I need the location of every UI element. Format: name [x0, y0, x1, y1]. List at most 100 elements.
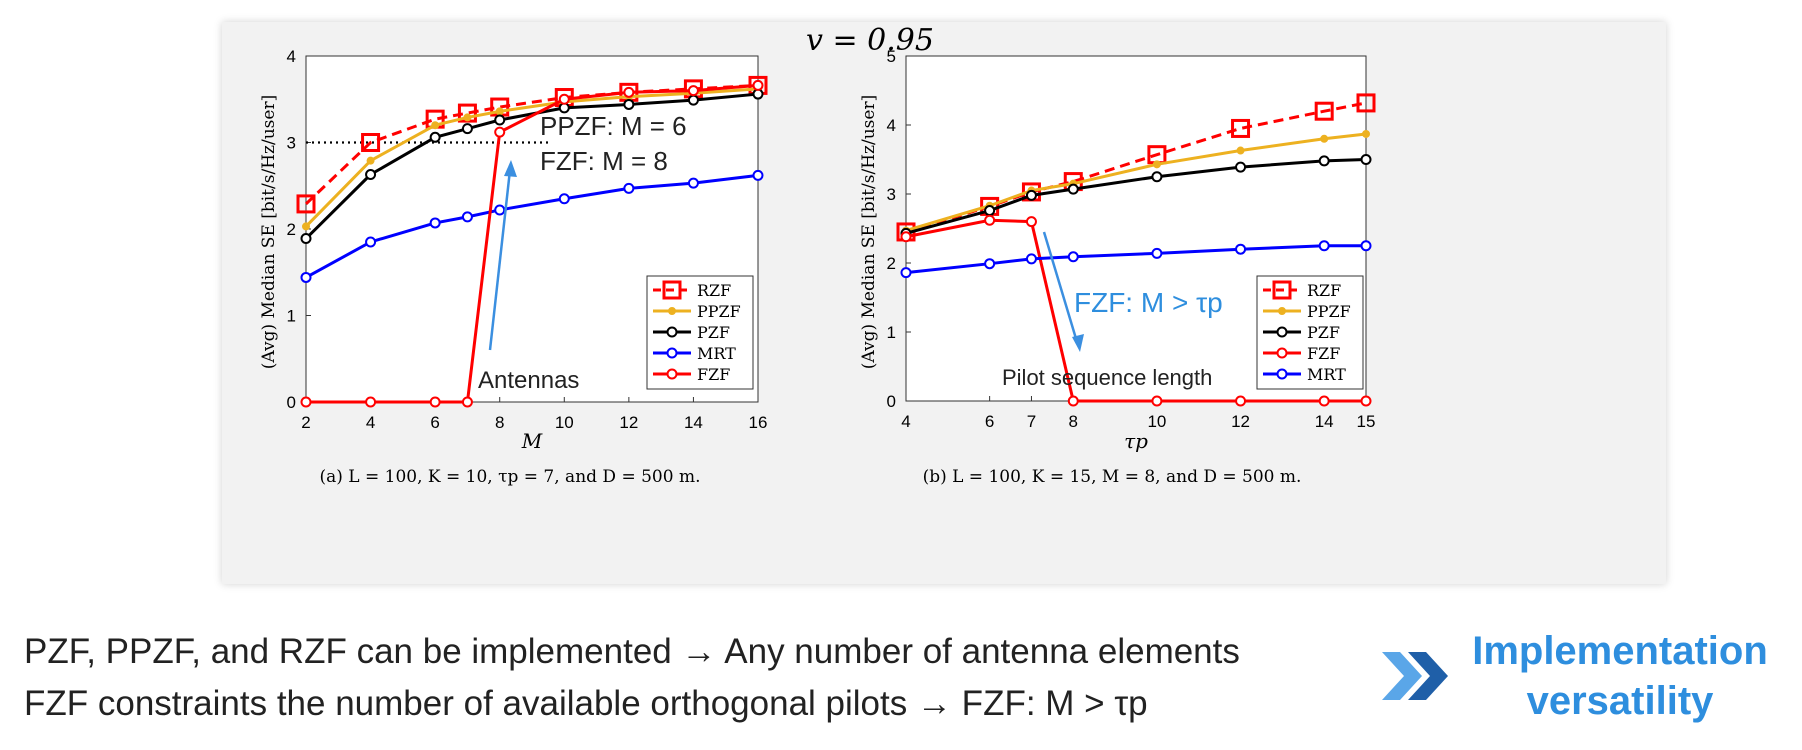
chart-b-legend-label-ppzf: PPZF	[1307, 302, 1351, 321]
chart-b-point-ppzf	[1362, 129, 1370, 138]
chart-b-legend-label-rzf: RZF	[1307, 281, 1341, 300]
chart-a-legend-marker-pzf	[666, 326, 678, 338]
summary-line-2: FZF constraints the number of available …	[24, 684, 1148, 723]
chart-a-point-fzf	[623, 86, 635, 98]
chart-b-line-ppzf	[905, 132, 1367, 233]
chart-b-point-fzf	[1025, 216, 1037, 228]
chart-b-legend: RZF PPZF PZF FZF MRT	[1256, 275, 1364, 390]
chart-a-xtick-label: 8	[495, 413, 504, 432]
chart-a-ytick-label: 1	[287, 307, 296, 326]
chart-a-antennas-arrowhead	[504, 160, 517, 177]
chart-b-point-fzf	[1235, 395, 1247, 407]
chart-a-legend-label-mrt: MRT	[697, 344, 736, 363]
chart-a-point-ppzf	[431, 121, 440, 130]
chart-b-point-rzf	[1356, 93, 1376, 113]
chart-a-point-ppzf	[302, 222, 310, 231]
chart-a-ytick-label: 0	[287, 393, 296, 412]
chart-a-legend-marker-fzf	[666, 368, 678, 380]
chart-b-annotation: FZF: M > τp	[1074, 287, 1223, 318]
chart-a-point-pzf	[623, 98, 635, 110]
chart-a-point-pzf	[365, 169, 377, 181]
chart-b-legend-marker-mrt	[1276, 368, 1288, 380]
chart-b-point-mrt	[1235, 243, 1247, 255]
chart-a-xtick-label: 6	[430, 413, 439, 432]
chart-a-series-rzf	[296, 75, 768, 214]
chart-b-legend-marker-rzf	[1272, 280, 1292, 300]
chart-b-point-pzf	[1318, 155, 1330, 167]
chart-b-xtick-label: 6	[985, 412, 994, 431]
chart-a-legend-marker-ppzf	[668, 307, 676, 315]
chart-b-line-mrt	[905, 244, 1366, 275]
chart-a-point-ppzf	[463, 113, 472, 122]
chart-b-ytick-label: 2	[887, 254, 896, 273]
chart-b-point-ppzf	[1320, 134, 1329, 143]
chart-b-point-fzf	[1360, 395, 1372, 407]
chart-a-xtick-label: 16	[749, 413, 768, 432]
chart-a-point-ppzf	[495, 107, 504, 116]
chart-a-point-rzf	[296, 194, 316, 214]
chart-b-point-fzf	[1151, 395, 1163, 407]
chart-a-point-mrt	[300, 271, 312, 283]
chart-b-ytick-label: 5	[887, 47, 896, 66]
chart-a-point-ppzf	[366, 156, 375, 165]
chart-b-series-pzf	[900, 154, 1372, 239]
chart-a-series-fzf	[300, 79, 764, 408]
summary-line-1: PZF, PPZF, and RZF can be implemented → …	[24, 632, 1240, 671]
chart-b-legend-label-pzf: PZF	[1307, 323, 1340, 342]
chart-b-ytick-label: 3	[887, 185, 896, 204]
chart-b-xtick-label: 12	[1231, 412, 1250, 431]
chart-a-series-group	[296, 75, 768, 408]
chart-a-series-mrt	[300, 169, 764, 283]
chart-a-legend-label-fzf: FZF	[697, 365, 730, 384]
chart-b-point-rzf	[1314, 101, 1334, 121]
chart-b-xtick-label: 14	[1315, 412, 1334, 431]
figure-panel: v = 0.95 2 4 6 8 10 12 14 16 0 1 2 3 4 RZF PPZF PZF MRT…	[222, 22, 1666, 584]
chart-a-ytick-label: 2	[287, 220, 296, 239]
chart-a-point-mrt	[558, 193, 570, 205]
double-chevron-icon	[1382, 652, 1448, 700]
chart-a-xtick-label: 4	[366, 413, 375, 432]
chart-b-legend-label-mrt: MRT	[1307, 365, 1346, 384]
chart-b-point-ppzf	[1236, 146, 1245, 155]
chart-a-point-fzf	[494, 126, 506, 138]
chart-a-antennas-arrow	[488, 169, 512, 351]
implementation-versatility-callout: Implementation versatility	[1460, 626, 1780, 726]
chart-a-arrow-label: Antennas	[478, 367, 579, 394]
chart-b-point-mrt	[1067, 251, 1079, 263]
chart-a-point-mrt	[623, 182, 635, 194]
chart-b-xtick-label: 4	[901, 412, 910, 431]
chart-b-point-mrt	[1360, 240, 1372, 252]
chart-a-point-fzf	[461, 396, 473, 408]
chart-a-point-fzf	[300, 396, 312, 408]
chart-b-xlabel: τp	[1124, 429, 1148, 453]
chart-a-xlabel: M	[521, 429, 543, 453]
chart-b-point-fzf	[984, 214, 996, 226]
chart-b-point-mrt	[900, 267, 912, 279]
chart-b-point-pzf	[1360, 154, 1372, 165]
chart-b-point-ppzf	[1152, 160, 1161, 169]
chart-b-legend-label-fzf: FZF	[1307, 344, 1340, 363]
chart-a-point-fzf	[558, 93, 570, 105]
chart-a-point-fzf	[365, 396, 377, 408]
chart-b-ytick-label: 1	[887, 323, 896, 342]
chart-a-legend-marker-rzf	[662, 280, 682, 300]
chart-a-point-pzf	[687, 94, 699, 106]
chart-a-legend-marker-mrt	[666, 347, 678, 359]
chart-b-point-mrt	[984, 258, 996, 270]
chart-b-point-pzf	[1235, 161, 1247, 173]
chart-b-point-fzf	[1067, 395, 1079, 407]
chart-a-point-mrt	[494, 204, 506, 216]
chart-b-legend-marker-fzf	[1276, 347, 1288, 359]
chart-a-legend: RZF PPZF PZF MRT FZF	[646, 275, 754, 390]
nu-label: v = 0.95	[806, 23, 934, 58]
chart-b-point-fzf	[1318, 395, 1330, 407]
summary-text: PZF, PPZF, and RZF can be implemented → …	[24, 626, 1240, 730]
chart-b-xtick-label: 7	[1027, 412, 1036, 431]
chart-b-line-pzf	[905, 158, 1367, 235]
chart-a-point-pzf	[494, 114, 506, 126]
